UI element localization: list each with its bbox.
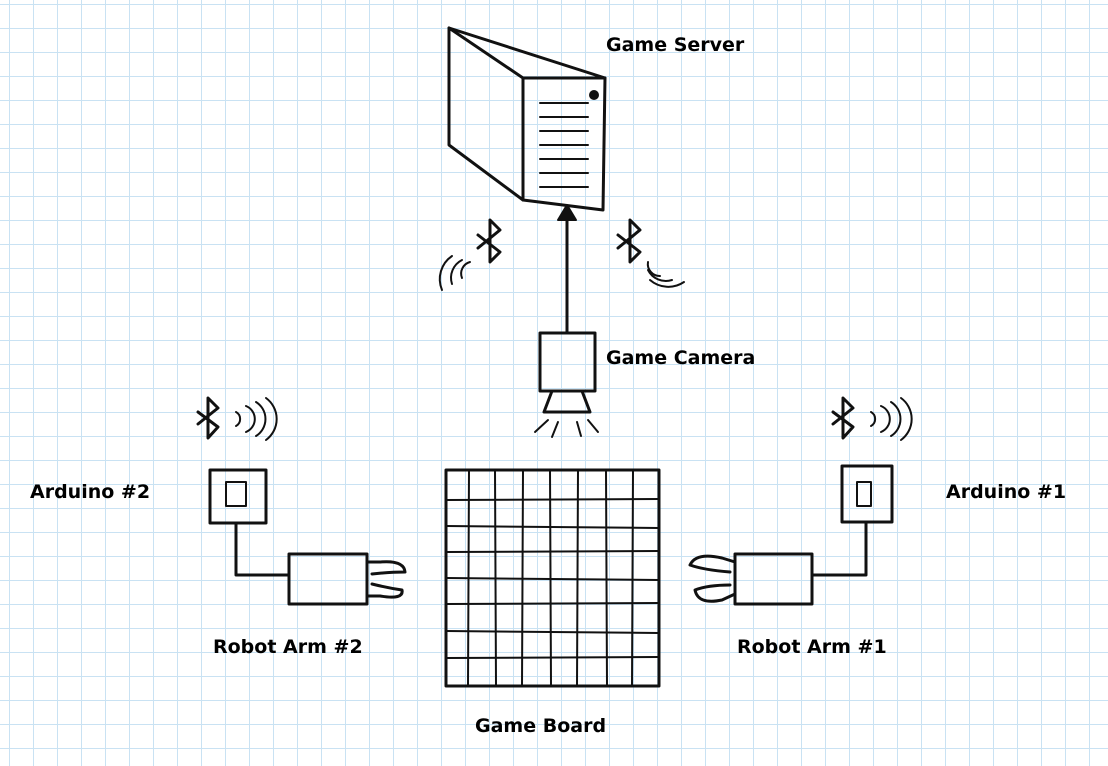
camera-icon <box>534 331 599 438</box>
signal-waves-icon <box>438 255 471 291</box>
label-robot-arm-1: Robot Arm #1 <box>737 636 887 658</box>
bluetooth-icon <box>476 218 502 264</box>
arduino-icon <box>208 468 268 525</box>
board-grid-line <box>445 550 660 553</box>
label-arduino-2: Arduino #2 <box>30 481 151 503</box>
board-grid-line <box>631 469 634 687</box>
label-game-camera: Game Camera <box>606 347 756 369</box>
board-grid-line <box>445 577 660 581</box>
label-game-server: Game Server <box>606 34 745 56</box>
board-grid-line <box>445 525 660 529</box>
label-game-board: Game Board <box>475 715 607 737</box>
robot-arm-icon <box>688 552 814 606</box>
board-grid-line <box>445 656 660 659</box>
robot-arm-icon <box>287 552 407 606</box>
board-grid-line <box>445 498 660 501</box>
board-grid-line <box>445 630 660 634</box>
board-grid-line <box>576 469 579 687</box>
bluetooth-icon <box>196 396 220 440</box>
bluetooth-icon <box>831 396 855 440</box>
arduino-icon <box>840 464 894 524</box>
label-arduino-1: Arduino #1 <box>946 481 1067 503</box>
arrow-icon <box>557 204 577 334</box>
signal-waves-icon <box>235 397 278 441</box>
label-robot-arm-2: Robot Arm #2 <box>213 636 363 658</box>
board-grid-line <box>445 602 660 605</box>
server-icon <box>447 26 607 212</box>
signal-waves-icon <box>646 261 685 288</box>
game-board-icon <box>444 468 661 688</box>
bluetooth-icon <box>616 218 642 264</box>
board-grid-line <box>605 469 608 687</box>
signal-waves-icon <box>870 397 913 441</box>
